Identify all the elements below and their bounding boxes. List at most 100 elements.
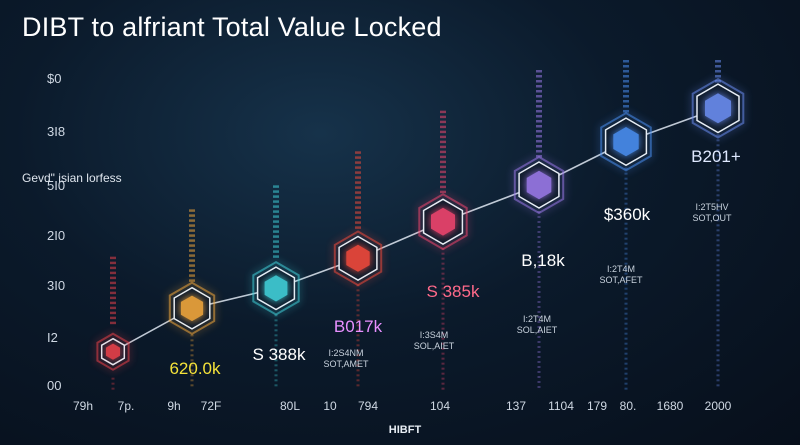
glow-bar-segment xyxy=(441,252,445,255)
glow-bar-segment xyxy=(716,334,720,337)
glow-bar-segment xyxy=(189,219,195,222)
x-axis-label: HIBFT xyxy=(389,424,422,436)
glow-bar-segment xyxy=(189,239,195,242)
data-point-halo xyxy=(333,230,383,287)
glow-bar-segment xyxy=(624,262,628,265)
glow-bar-segment xyxy=(716,319,720,322)
data-point xyxy=(418,193,468,251)
glow-bar-segment xyxy=(355,156,361,159)
glow-bar-segment xyxy=(716,309,720,312)
glow-bar-segment xyxy=(624,192,628,195)
glow-bar-segment xyxy=(716,339,720,342)
glow-bar-segment xyxy=(274,354,278,357)
glow-bar-segment xyxy=(537,381,541,383)
glow-bar-segment xyxy=(716,264,720,267)
data-value-label: B,18k xyxy=(521,251,565,270)
glow-bar-segment xyxy=(624,302,628,305)
glow-bar-segment xyxy=(716,329,720,332)
y-tick-label: 3I0 xyxy=(47,278,65,293)
data-sub-label: I:2T4M xyxy=(523,314,551,324)
glow-bar-segment xyxy=(440,120,446,124)
data-sub-label: SOL,AIET xyxy=(517,325,558,335)
glow-bar-segment xyxy=(441,282,445,285)
glow-bar-segment xyxy=(624,252,628,255)
glow-bar-segment xyxy=(440,140,446,144)
glow-bar-segment xyxy=(624,232,628,235)
glow-bar-segment xyxy=(716,369,720,372)
glow-bar-segment xyxy=(274,344,278,347)
glow-bar-segment xyxy=(355,221,361,224)
glow-bar-segment xyxy=(110,321,116,325)
glow-bar-segment xyxy=(441,302,445,305)
glow-bar-segment xyxy=(356,344,360,347)
glow-bar-segment xyxy=(440,135,446,139)
glow-bar-segment xyxy=(441,267,445,270)
data-sub-label: SOT,AFET xyxy=(599,275,643,285)
glow-bar-segment xyxy=(440,165,446,169)
glow-bar-segment xyxy=(624,197,628,200)
glow-bar-segment xyxy=(716,189,720,192)
glow-bar-segment xyxy=(441,352,445,355)
glow-bar-segment xyxy=(537,341,541,343)
glow-bar-segment xyxy=(189,234,195,237)
glow-bar-segment xyxy=(537,306,541,308)
glow-bar-segment xyxy=(623,110,629,113)
data-value-label: $360k xyxy=(604,205,651,224)
glow-bar-segment xyxy=(537,261,541,263)
glow-bar-segment xyxy=(624,332,628,335)
glow-bar-segment xyxy=(355,201,361,204)
glow-bar-segment xyxy=(441,367,445,370)
glow-bar-segment xyxy=(624,257,628,260)
glow-bar-segment xyxy=(273,245,279,248)
glow-bar-segment xyxy=(356,314,360,317)
glow-bar-segment xyxy=(624,207,628,210)
glow-bar-segment xyxy=(440,180,446,184)
glow-bar-segment xyxy=(111,387,115,390)
glow-bar-segment xyxy=(190,384,194,387)
glow-bar-segment xyxy=(716,289,720,292)
glow-bar-segment xyxy=(190,354,194,357)
data-sub-label: SOL,AIET xyxy=(414,341,455,351)
x-tick-label: 794 xyxy=(358,399,378,413)
glow-bar-segment xyxy=(716,154,720,157)
glow-bar-segment xyxy=(537,296,541,298)
glow-bar-segment xyxy=(716,204,720,207)
glow-bar-segment xyxy=(440,110,446,114)
glow-bar-segment xyxy=(189,214,195,217)
glow-bar-segment xyxy=(355,196,361,199)
glow-bar-segment xyxy=(190,339,194,342)
glow-bar-segment xyxy=(716,244,720,247)
glow-bar-segment xyxy=(536,150,542,153)
glow-bar-segment xyxy=(441,292,445,295)
glow-bar-segment xyxy=(356,329,360,332)
glow-bar-segment xyxy=(537,366,541,368)
glow-bar-segment xyxy=(537,321,541,323)
data-point xyxy=(513,155,565,215)
glow-bar-segment xyxy=(623,75,629,78)
glow-bar-segment xyxy=(716,349,720,352)
glow-bar-segment xyxy=(356,379,360,382)
glow-bar-segment xyxy=(441,317,445,320)
glow-bar-segment xyxy=(716,379,720,382)
glow-bar-segment xyxy=(623,95,629,98)
glow-bar-segment xyxy=(441,257,445,260)
glow-bar-segment xyxy=(190,349,194,352)
glow-bar-segment xyxy=(356,309,360,312)
data-point xyxy=(96,332,130,371)
glow-bar-segment xyxy=(274,374,278,377)
glow-bar-segment xyxy=(273,190,279,193)
glow-bar-segment xyxy=(537,276,541,278)
glow-bar-segment xyxy=(440,160,446,164)
glow-bar-segment xyxy=(273,210,279,213)
glow-bar-segment xyxy=(716,139,720,142)
glow-bar-segment xyxy=(536,95,542,98)
glow-bar-segment xyxy=(355,206,361,209)
glow-bar-segment xyxy=(356,289,360,292)
glow-bar-segment xyxy=(273,220,279,223)
glow-bar-segment xyxy=(537,356,541,358)
glow-bar-segment xyxy=(716,344,720,347)
glow-bar-segment xyxy=(440,190,446,194)
glow-bar-segment xyxy=(189,279,195,282)
glow-bar-segment xyxy=(441,307,445,310)
